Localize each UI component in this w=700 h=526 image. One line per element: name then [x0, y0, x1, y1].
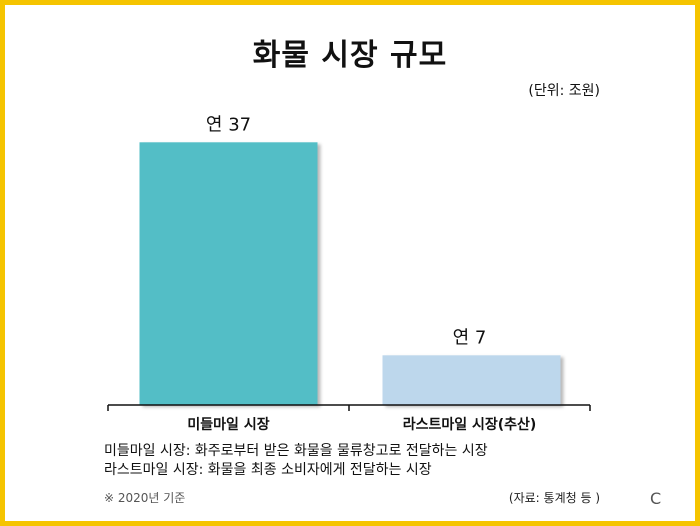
category-label-1: 미들마일 시장	[187, 416, 269, 433]
definition-middle-mile: 미들마일 시장: 화주로부터 받은 화물을 물류창고로 전달하는 시장	[104, 443, 488, 459]
chart-title: 화물 시장 규모	[252, 38, 448, 73]
bar-2	[382, 355, 561, 405]
data-label-2: 연 7	[453, 327, 487, 348]
source-note: (자료: 통계청 등 )	[508, 491, 600, 505]
corner-mark: C	[650, 489, 662, 508]
category-label-2: 라스트마일 시장(추산)	[403, 416, 537, 433]
definition-last-mile: 라스트마일 시장: 화물을 최종 소비자에게 전달하는 시장	[104, 462, 432, 478]
data-label-1: 연 37	[206, 114, 251, 135]
bar-1	[139, 142, 318, 406]
unit-note: (단위: 조원)	[528, 83, 600, 99]
basis-note: ※ 2020년 기준	[104, 491, 186, 505]
